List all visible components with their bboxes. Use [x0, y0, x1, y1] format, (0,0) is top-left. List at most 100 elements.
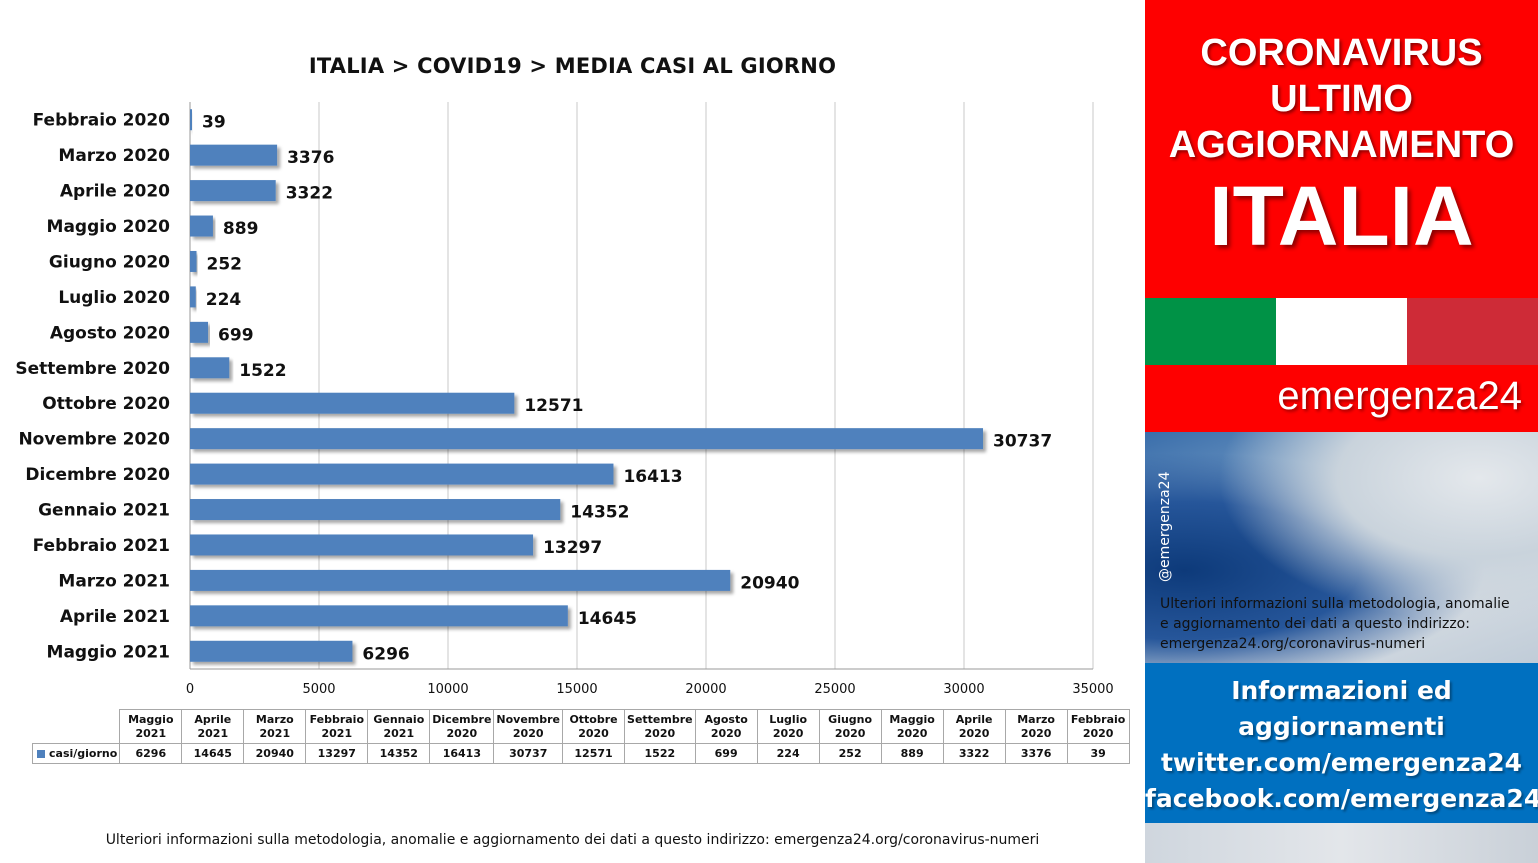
chart-area: ITALIA > COVID19 > MEDIA CASI AL GIORNO …	[15, 54, 1130, 848]
bar	[190, 250, 197, 272]
methodology-note: Ulteriori informazioni sulla metodologia…	[1160, 594, 1530, 654]
table-cell: 16413	[429, 743, 495, 764]
table-header-year: 2021	[383, 726, 415, 740]
x-tick-label: 35000	[1072, 682, 1113, 697]
table-header-year: 2021	[259, 726, 291, 740]
chart-title: ITALIA > COVID19 > MEDIA CASI AL GIORNO	[308, 54, 837, 78]
table-header-month: Febbraio	[1070, 712, 1126, 726]
data-label: 39	[202, 113, 226, 133]
category-label: Ottobre 2020	[42, 394, 170, 414]
data-label: 20940	[740, 573, 799, 593]
category-label: Luglio 2020	[58, 288, 170, 308]
data-label: 699	[218, 325, 254, 345]
data-label: 30737	[993, 432, 1052, 452]
table-cell: 14352	[367, 743, 431, 764]
table-column-header: Aprile 2021	[181, 709, 245, 744]
table-row-label-text: casi/giorno	[49, 746, 118, 760]
note-line-2: e aggiornamento dei dati a questo indiri…	[1160, 616, 1470, 632]
table-cell: 30737	[493, 743, 564, 764]
bar	[190, 569, 731, 591]
category-label: Marzo 2020	[58, 146, 170, 166]
banner-line-2: ULTIMO	[1270, 78, 1413, 120]
category-label: Maggio 2021	[47, 642, 170, 662]
table-column-header: Gennaio 2021	[367, 709, 431, 744]
table-column-header: Luglio 2020	[756, 709, 820, 744]
category-label: Febbraio 2021	[33, 536, 170, 556]
table-cell: 3376	[1004, 743, 1068, 764]
table-header-month: Marzo	[255, 712, 294, 726]
table-header-month: Aprile	[194, 712, 232, 726]
category-label: Settembre 2020	[15, 359, 170, 379]
category-label: Febbraio 2020	[33, 111, 171, 131]
data-label: 1522	[239, 361, 286, 381]
brand-name: emergenza24	[1277, 374, 1522, 418]
x-tick-label: 15000	[556, 682, 597, 697]
table-row-label: casi/giorno	[31, 743, 121, 764]
table-cell: 1522	[624, 743, 696, 764]
table-header-month: Aprile	[955, 712, 993, 726]
category-label: Giugno 2020	[49, 252, 170, 272]
table-header-year: 2021	[197, 726, 229, 740]
bar	[190, 392, 515, 414]
x-tick-label: 5000	[302, 682, 335, 697]
facebook-link[interactable]: facebook.com/emergenza24	[1145, 784, 1538, 813]
data-label: 12571	[524, 396, 583, 416]
twitter-link[interactable]: twitter.com/emergenza24	[1160, 748, 1523, 777]
category-label: Dicembre 2020	[25, 465, 170, 485]
category-label: Aprile 2021	[60, 607, 170, 627]
data-label: 16413	[623, 467, 682, 487]
bar	[190, 605, 568, 627]
social-handle: @emergenza24	[1157, 471, 1173, 583]
table-header-month: Marzo	[1017, 712, 1055, 726]
data-label: 224	[206, 290, 242, 310]
table-column-header: Agosto 2020	[694, 709, 758, 744]
data-label: 3322	[286, 184, 333, 204]
bottom-photo-strip	[1145, 823, 1538, 863]
bar-chart: 0 5000 10000 15000 20000 25000 30000 35000 Febbr…	[15, 102, 1114, 697]
table-cell: 6296	[119, 743, 183, 764]
background-photo: @emergenza24 Ulteriori informazioni sull…	[1145, 432, 1538, 663]
bar	[190, 180, 276, 202]
x-tick-label: 0	[186, 682, 194, 697]
category-label: Aprile 2020	[60, 182, 170, 202]
table-cell: 20940	[243, 743, 307, 764]
table-cell: 224	[756, 743, 820, 764]
table-column-header: Febbraio 2021	[305, 709, 369, 744]
x-tick-label: 30000	[943, 682, 984, 697]
side-panel: CORONAVIRUS ULTIMO AGGIORNAMENTO ITALIA …	[1145, 0, 1538, 863]
table-header-year: 2020	[512, 726, 544, 740]
data-label: 13297	[543, 538, 602, 558]
category-label: Novembre 2020	[18, 430, 170, 450]
table-header-month: Agosto	[704, 712, 748, 726]
table-header-year: 2020	[834, 726, 866, 740]
table-header-year: 2020	[710, 726, 742, 740]
table-column-header: Maggio 2021	[119, 709, 183, 744]
table-header-year: 2021	[321, 726, 353, 740]
table-cell: 699	[694, 743, 758, 764]
table-header-month: Giugno	[828, 712, 873, 726]
table-header-month: Novembre	[496, 712, 561, 726]
table-column-header: Ottobre 2020	[562, 709, 626, 744]
table-column-header: Maggio 2020	[880, 709, 944, 744]
table-header-row: Maggio 2021 Aprile 2021 Marzo 2021 Febbraio 202…	[32, 709, 1130, 744]
info-box: Informazioni ed aggiornamenti twitter.co…	[1145, 663, 1538, 823]
bar	[190, 109, 192, 131]
bar	[190, 534, 534, 556]
table-header-month: Maggio	[889, 712, 935, 726]
category-label: Maggio 2020	[47, 217, 171, 237]
bar	[190, 428, 984, 450]
table-header-month: Gennaio	[373, 712, 425, 726]
data-label: 14645	[578, 609, 637, 629]
table-header-year: 2020	[958, 726, 990, 740]
table-column-header: Marzo 2021	[243, 709, 307, 744]
x-tick-label: 20000	[685, 682, 726, 697]
x-tick-label: 10000	[427, 682, 468, 697]
table-cell: 252	[818, 743, 882, 764]
table-column-header: Novembre 2020	[493, 709, 564, 744]
bar	[190, 463, 614, 485]
banner-line-3: AGGIORNAMENTO	[1168, 124, 1515, 166]
category-label: Agosto 2020	[50, 323, 170, 343]
table-column-header: Aprile 2020	[942, 709, 1006, 744]
headline-banner: CORONAVIRUS ULTIMO AGGIORNAMENTO ITALIA	[1145, 0, 1538, 298]
bar	[190, 321, 209, 343]
